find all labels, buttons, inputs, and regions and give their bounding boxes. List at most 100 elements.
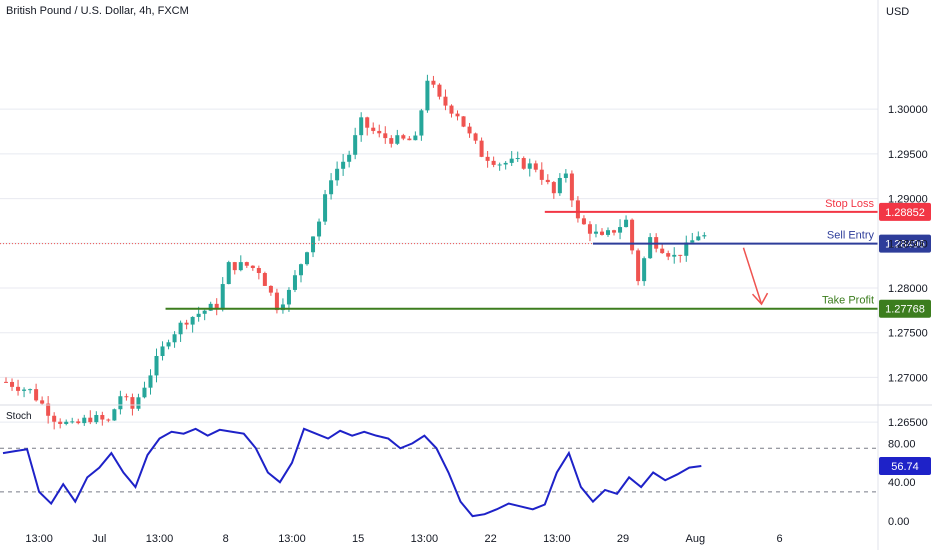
candle-body [190,316,195,325]
price-axis: 1.30000 1.29500 1.29000 1.28500 1.28000 1.275… [877,0,928,550]
candle-body [648,237,653,259]
candle-body [106,419,111,421]
candle-body [178,322,183,335]
candle-body [317,221,322,237]
candle-body [64,421,69,424]
candle-body [58,421,63,424]
candle-body [593,231,598,234]
candle-body [425,80,430,111]
candle-body [630,219,635,251]
candle-body [684,242,689,256]
candle-body [311,236,316,253]
stoch-tick-label: 80.00 [888,438,916,450]
candle-body [184,322,189,325]
candle-body [491,160,496,165]
candle-body [509,158,514,163]
candle-body [437,84,442,97]
level-name: Stop Loss [825,198,874,210]
time-tick-label: 6 [777,533,783,545]
candle-body [545,179,550,183]
candle-body [353,135,358,155]
candle-body [587,224,592,234]
candle-body [172,334,177,343]
stoch-tick-label: 40.00 [888,477,916,489]
candle-body [678,254,683,256]
candle-body [563,173,568,178]
candle-body [238,262,243,271]
candle-body [347,154,352,162]
candle-body [262,273,267,286]
candle-body [256,268,261,274]
candle-body [642,258,647,282]
candle-body [220,284,225,310]
candle-body [419,110,424,136]
time-tick-label: 13:00 [146,533,174,545]
time-tick-label: 13:00 [278,533,306,545]
candle-body [666,253,671,257]
candle-body [660,248,665,254]
candle-body [672,254,677,257]
candle-body [443,96,448,106]
stoch-value-label: 56.74 [891,461,919,473]
candle-body [214,303,219,310]
time-tick-label: 13:00 [25,533,53,545]
candle-body [690,240,695,243]
stoch-title: Stoch [6,411,32,422]
candle-body [395,135,400,144]
chart-title[interactable]: British Pound / U.S. Dollar, 4h, FXCM [6,5,189,17]
price-tick-label: 1.28000 [888,283,928,295]
candle-body [76,421,81,424]
candle-body [551,182,556,194]
candle-body [359,117,364,136]
candle-body [22,389,27,391]
candle-body [389,138,394,144]
candle-body [94,415,99,423]
level-price-tag [879,202,931,221]
candle-body [521,158,526,169]
candle-body [154,355,159,376]
candle-body [503,162,508,165]
candle-body [136,397,141,409]
candle-body [323,194,328,222]
candle-body [533,163,538,170]
candle-body [377,130,382,134]
trade-levels: Stop Loss 1.28852 Sell Entry 1.28496 Take Pr… [0,198,931,318]
candle-body [298,264,303,276]
candle-body [696,236,701,241]
time-tick-label: 22 [484,533,496,545]
candle-body [148,375,153,388]
level-price-tag [879,234,931,253]
candle-body [268,285,273,293]
level-price-label: 1.27768 [885,304,925,316]
price-tick-label: 1.29000 [888,194,928,206]
candle-body [606,230,611,235]
candle-body [461,116,466,127]
candle-body [250,265,255,269]
stoch-series [2,427,702,518]
currency-label[interactable]: USD [886,6,910,18]
candle-body [479,140,484,157]
price-tick-label: 1.26500 [888,417,928,429]
time-tick-label: Aug [686,533,706,545]
stoch-gridlines [0,447,878,493]
level-price-tag [879,299,931,318]
candle-body [413,135,418,141]
candle-body [485,156,490,161]
candle-body [335,168,340,181]
candle-body [636,250,641,282]
price-tick-label: 1.28500 [888,238,928,250]
level-name: Take Profit [822,295,874,307]
stoch-line [2,427,702,518]
candle-body [612,230,617,233]
time-axis[interactable]: 13:00 Jul 13:00 8 13:00 15 13:00 22 13:00 29 Aug 6 [25,533,782,545]
arrow-shaft [742,247,763,305]
candle-body [467,126,472,134]
time-tick-label: 13:00 [543,533,571,545]
candle-body [28,389,33,391]
candle-body [407,138,412,141]
candle-body [455,113,460,117]
price-tick-label: 1.30000 [888,104,928,116]
level-price-label: 1.28496 [885,239,925,251]
candle-body [575,200,580,219]
